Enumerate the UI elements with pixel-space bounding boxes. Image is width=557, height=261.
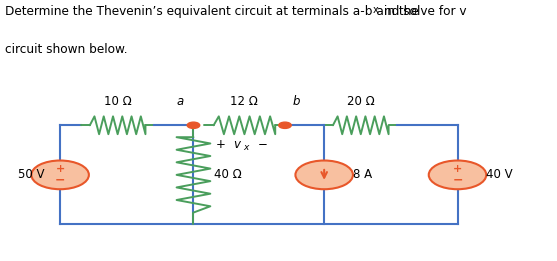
Circle shape — [295, 161, 353, 189]
Circle shape — [429, 161, 486, 189]
Text: Determine the Thevenin’s equivalent circuit at terminals a-b and solve for v: Determine the Thevenin’s equivalent circ… — [5, 5, 467, 18]
Text: 40 V: 40 V — [486, 168, 513, 181]
Text: x: x — [243, 144, 248, 152]
Text: 50 V: 50 V — [18, 168, 45, 181]
Text: a: a — [177, 95, 184, 108]
Text: 12 Ω: 12 Ω — [231, 95, 258, 108]
Circle shape — [278, 122, 291, 128]
Text: 40 Ω: 40 Ω — [214, 168, 242, 181]
Text: v: v — [233, 138, 240, 151]
Text: −: − — [452, 174, 463, 187]
Circle shape — [187, 122, 200, 128]
Text: +: + — [453, 164, 462, 174]
Text: circuit shown below.: circuit shown below. — [5, 43, 128, 56]
Text: in the: in the — [379, 5, 418, 18]
Text: +: + — [56, 164, 65, 174]
Text: 10 Ω: 10 Ω — [104, 95, 131, 108]
Text: +: + — [216, 138, 226, 151]
Text: −: − — [55, 174, 65, 187]
Circle shape — [31, 161, 89, 189]
Text: −: − — [258, 138, 268, 151]
Text: x: x — [373, 5, 379, 15]
Text: 20 Ω: 20 Ω — [347, 95, 375, 108]
Text: b: b — [293, 95, 300, 108]
Text: 8 A: 8 A — [353, 168, 372, 181]
